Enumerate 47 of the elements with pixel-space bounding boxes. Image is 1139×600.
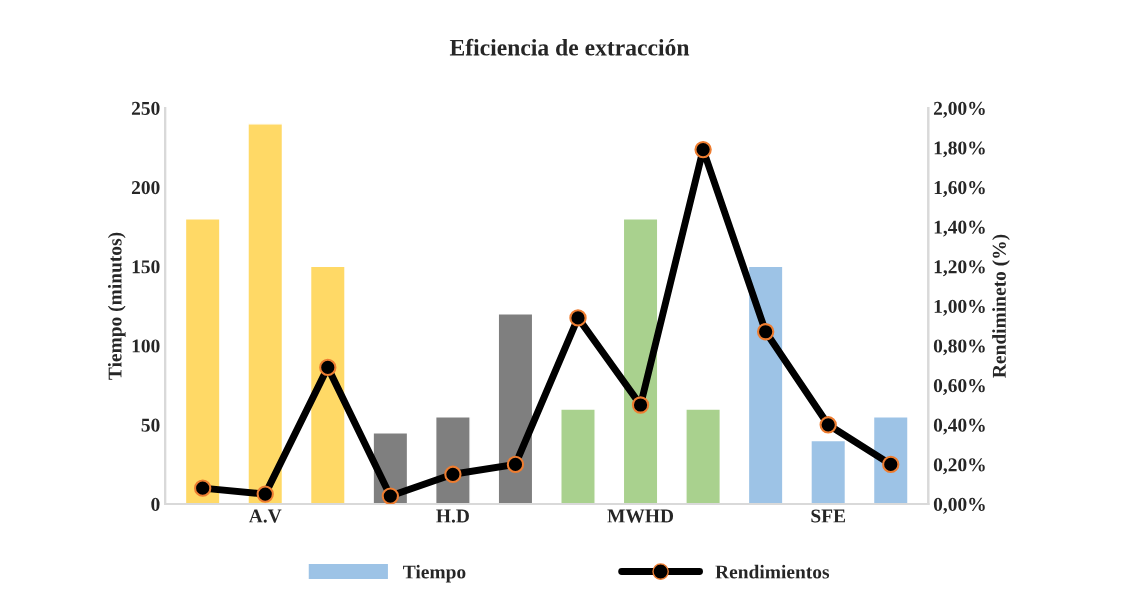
y-tick-label: 150 xyxy=(132,260,160,274)
bar xyxy=(747,265,784,504)
bar xyxy=(497,313,534,504)
point xyxy=(444,465,462,483)
point xyxy=(882,455,900,474)
bar xyxy=(622,218,659,504)
y2-tick-label: 0,60% xyxy=(933,379,985,395)
point xyxy=(256,485,274,503)
point xyxy=(194,479,212,497)
bar xyxy=(685,408,721,504)
y-tick-label: 250 xyxy=(131,101,160,115)
legend-label: Rendimientos xyxy=(715,564,830,579)
y2-tick-label: 0,20% xyxy=(933,458,985,475)
y-tick-label: 200 xyxy=(131,181,160,195)
y2-tick-label: 1,80% xyxy=(934,141,985,158)
y2-tick-label: 0,80% xyxy=(933,339,985,356)
bar xyxy=(309,265,346,504)
y2-tick-label: 2,00% xyxy=(933,101,985,118)
x-tick-label: SFE xyxy=(811,509,846,523)
x-tick-label: H.D xyxy=(436,509,469,523)
y2-tick-label: 0,00% xyxy=(933,497,985,514)
y2-tick-label: 1,00% xyxy=(934,299,985,316)
y2-tick-label: 1,20% xyxy=(934,260,985,277)
point xyxy=(319,358,337,377)
point xyxy=(506,455,525,474)
point xyxy=(381,487,400,504)
y-tick-label: 100 xyxy=(132,339,160,353)
y-axis-title: Tiempo (minutos) xyxy=(107,232,126,380)
y-tick-label: 50 xyxy=(141,418,160,432)
y2-tick-label: 1,60% xyxy=(934,181,985,197)
point xyxy=(569,309,587,327)
point xyxy=(756,323,775,341)
x-tick-label: A.V xyxy=(248,509,282,523)
y2-tick-label: 1,40% xyxy=(934,220,985,237)
y2-axis-title: Rendimineto (%) xyxy=(992,234,1010,378)
legend-label: Tiempo xyxy=(403,564,466,583)
bar xyxy=(810,439,847,504)
chart-title: Eficiencia de extracción xyxy=(449,38,690,56)
point xyxy=(694,140,712,159)
bar xyxy=(184,218,221,504)
point xyxy=(819,416,837,434)
x-tick-label: MWHD xyxy=(607,509,674,523)
y2-tick-label: 0,40% xyxy=(933,418,985,435)
point xyxy=(631,396,650,414)
y-tick-label: 0 xyxy=(151,497,160,511)
bar xyxy=(560,408,596,504)
bar xyxy=(247,123,284,504)
